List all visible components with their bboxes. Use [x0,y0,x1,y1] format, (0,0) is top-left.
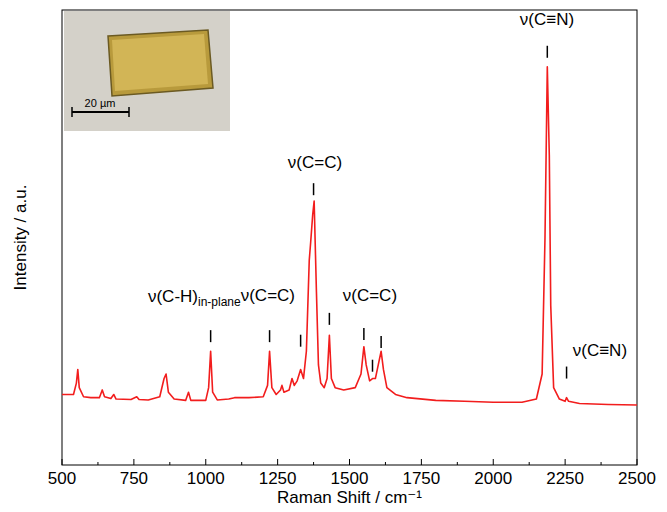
inset-photo: 20 µm [64,11,230,131]
x-tick [62,459,63,465]
x-tick [205,459,206,465]
peak-marks [211,46,567,379]
x-tick [565,459,566,465]
peak-label: ν(C-H)in-plane [148,287,241,309]
inset-crystal [108,30,213,96]
x-minor-tick [313,462,314,465]
peak-mark [300,335,302,347]
x-tick-label: 1500 [331,469,369,488]
peak-mark [313,183,315,195]
x-tick [637,459,638,465]
peak-label-text: ν(C≡N) [520,10,574,29]
peak-label: ν(C=C) [288,153,342,172]
x-tick [277,459,278,465]
x-minor-tick [457,462,458,465]
peak-mark [547,46,549,58]
x-minor-tick [169,462,170,465]
x-axis-title: Raman Shift / cm⁻¹ [277,488,422,507]
annotations: ν(C-H)in-planeν(C=C)ν(C=C)ν(C=C)ν(C≡N)ν(… [148,10,627,360]
peak-mark [269,330,271,342]
peak-label: ν(C=C) [241,286,295,305]
x-tick-label: 500 [48,469,76,488]
peak-label-text: ν(C≡N) [573,341,627,360]
x-minor-tick [529,462,530,465]
inset-crystal-face [112,34,208,91]
peak-label-text: ν(C=C) [288,153,342,172]
chart: 20 µm 500 750 1000 1250 1500 1750 2000 2250 2500 R… [0,0,667,512]
peak-label-text: ν(C=C) [241,286,295,305]
x-axis: 500 750 1000 1250 1500 1750 2000 2250 2500 [48,459,656,488]
peak-label: ν(C≡N) [573,341,627,360]
peak-mark [363,328,365,340]
x-tick-label: 1000 [187,469,225,488]
scale-bar-end [128,107,130,117]
x-minor-tick [241,462,242,465]
scale-bar-end [71,107,73,117]
y-axis-title: Intensity / a.u. [11,185,30,291]
peak-mark [380,336,382,348]
x-tick [133,459,134,465]
spectrum-line [62,67,637,405]
x-minor-tick [601,462,602,465]
plot-frame [62,10,637,465]
peak-label: ν(C=C) [343,286,397,305]
scale-bar [72,111,129,113]
x-tick-label: 1750 [402,469,440,488]
peak-label-text: ν(C=C) [343,286,397,305]
x-tick-label: 2000 [474,469,512,488]
scale-bar-label: 20 µm [85,97,116,109]
x-tick-label: 1250 [259,469,297,488]
x-minor-tick [97,462,98,465]
peak-mark [329,313,331,325]
x-tick-label: 750 [120,469,148,488]
inset-shade [64,11,230,131]
peak-label-subscript: in-plane [198,295,241,309]
peak-mark [372,360,374,372]
peak-label: ν(C≡N) [520,10,574,29]
peak-label-text: ν(C-H) [148,287,198,306]
x-tick-label: 2250 [546,469,584,488]
peak-mark [566,367,568,379]
peak-mark [210,330,212,342]
x-minor-tick [385,462,386,465]
x-tick-label: 2500 [618,469,656,488]
x-tick [493,459,494,465]
x-tick [421,459,422,465]
plot-area [62,67,637,405]
inset-background [64,11,230,131]
x-tick [349,459,350,465]
